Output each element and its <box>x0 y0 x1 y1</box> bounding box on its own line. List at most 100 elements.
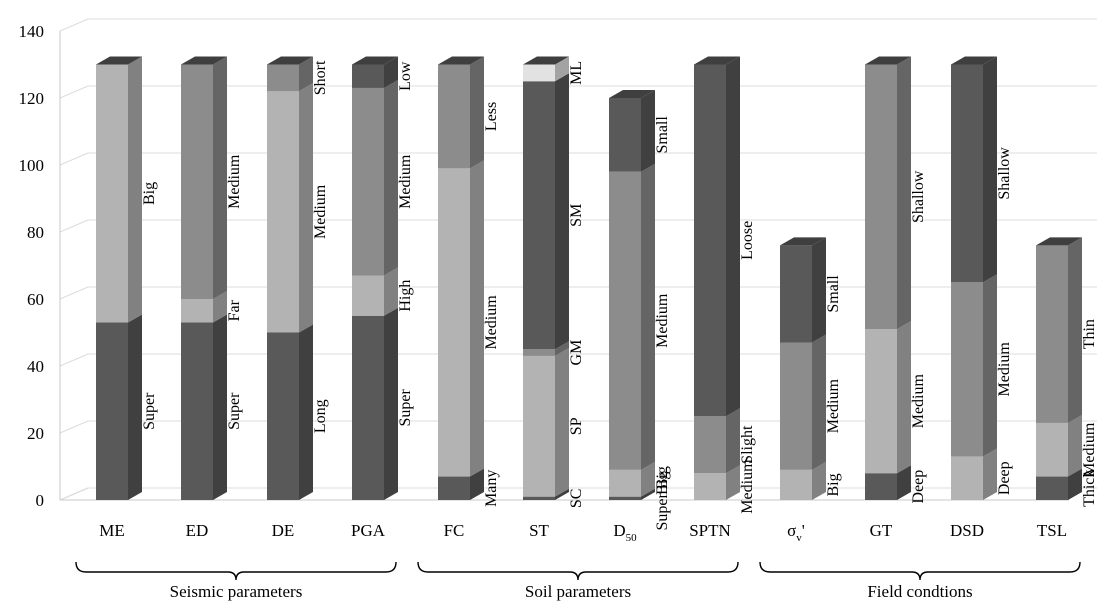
segment-label: Super Big <box>654 466 671 530</box>
segment-label: Deep <box>910 470 927 504</box>
bar-segment-side <box>641 461 655 497</box>
y-tick-label: 0 <box>36 491 45 510</box>
category-label: SPTN <box>689 521 731 540</box>
bar-segment <box>181 322 213 500</box>
segment-label: Thin <box>1081 319 1098 349</box>
gridline-side <box>59 353 89 367</box>
bar-segment-side <box>555 73 569 350</box>
segment-label: Small <box>825 275 842 313</box>
bar-top <box>523 56 569 65</box>
bar-stack <box>267 56 313 500</box>
segment-label: Small <box>654 116 671 154</box>
bar-segment-side <box>983 56 997 283</box>
bar-top <box>438 56 484 65</box>
segment-label: Medium <box>654 293 671 348</box>
bar-segment-side <box>299 56 313 92</box>
bar-segment <box>438 168 470 477</box>
bar-stack <box>609 90 655 500</box>
bar-segment <box>523 81 555 350</box>
bar-segment <box>694 416 726 474</box>
bar-segment-side <box>641 163 655 470</box>
bar-segment <box>951 64 983 283</box>
category-label: DE <box>272 521 295 540</box>
segment-label: Thick <box>1081 470 1098 507</box>
bar-segment-side <box>128 56 142 323</box>
category-label: ED <box>186 521 209 540</box>
y-tick-label: 120 <box>19 89 45 108</box>
bar-top <box>352 56 398 65</box>
bar-segment <box>438 476 470 500</box>
segment-label: High <box>397 280 414 312</box>
bar-segment <box>352 315 384 500</box>
bar-top <box>951 56 997 65</box>
bar-segment-side <box>555 341 569 356</box>
bar-segment <box>694 473 726 500</box>
bar-segment-side <box>812 334 826 470</box>
bar-segment <box>865 329 897 474</box>
segment-label: Medium <box>996 342 1013 397</box>
bar-segment <box>780 342 812 470</box>
bar-segment <box>1036 476 1068 500</box>
bar-segment-side <box>812 237 826 343</box>
category-label: D50 <box>613 521 637 544</box>
bar-segment-side <box>641 90 655 172</box>
y-tick-label: 60 <box>27 290 44 309</box>
bar-segment <box>951 282 983 457</box>
segment-label: SM <box>568 204 585 227</box>
segment-label: Shallow <box>996 147 1013 200</box>
segment-label: Far <box>226 299 243 321</box>
bar-stack <box>438 56 484 500</box>
segment-label: Big <box>141 182 158 205</box>
bar-segment <box>523 355 555 497</box>
group-bracket <box>759 561 1081 581</box>
bar-segment <box>1036 422 1068 477</box>
bar-segment <box>609 98 641 172</box>
bar-stack <box>96 56 142 500</box>
segment-label: Medium <box>739 459 756 514</box>
bar-top <box>694 56 740 65</box>
bar-segment <box>1036 245 1068 423</box>
bar-segment <box>352 87 384 276</box>
bar-segment <box>267 64 299 92</box>
grid-layer <box>59 18 1097 501</box>
y-tick-label: 40 <box>27 357 44 376</box>
bar-segment-side <box>1068 414 1082 477</box>
bar-segment <box>352 275 384 316</box>
bar-segment-side <box>555 56 569 82</box>
bar-segment <box>523 349 555 356</box>
bar-stack <box>1036 237 1082 500</box>
bar-top <box>865 56 911 65</box>
bar-segment-side <box>726 56 740 417</box>
bar-segment <box>96 322 128 500</box>
y-tick-label: 80 <box>27 223 44 242</box>
gridline-side <box>59 487 89 501</box>
category-label: DSD <box>950 521 984 540</box>
bar-stack <box>780 237 826 500</box>
gridline-side <box>59 420 89 434</box>
labels-layer: 0 20 40 60 80 100 120 140 Super Big ME Super Far Medi… <box>19 22 1099 601</box>
bar-segment-side <box>299 324 313 500</box>
bar-segment-side <box>983 448 997 500</box>
bar-segment <box>181 299 213 323</box>
y-tick-label: 20 <box>27 424 44 443</box>
bar-segment-side <box>299 83 313 333</box>
gridline-side <box>59 152 89 166</box>
bar-segment <box>267 332 299 500</box>
bar-stack <box>181 56 227 500</box>
bar-segment <box>780 245 812 343</box>
bar-top <box>96 56 142 65</box>
bar-segment-side <box>213 314 227 500</box>
segment-label: Deep <box>996 461 1013 495</box>
gridline-side <box>59 286 89 300</box>
bar-stack <box>523 56 569 500</box>
group-bracket <box>75 561 397 581</box>
bar-segment <box>609 496 641 500</box>
bar-segment-side <box>726 408 740 474</box>
category-label: σv' <box>787 521 805 544</box>
y-tick-label: 100 <box>19 156 45 175</box>
bar-top <box>1036 237 1082 246</box>
segment-label: Medium <box>226 154 243 209</box>
y-tick-label: 140 <box>19 22 45 41</box>
segment-label: Loose <box>739 221 756 260</box>
